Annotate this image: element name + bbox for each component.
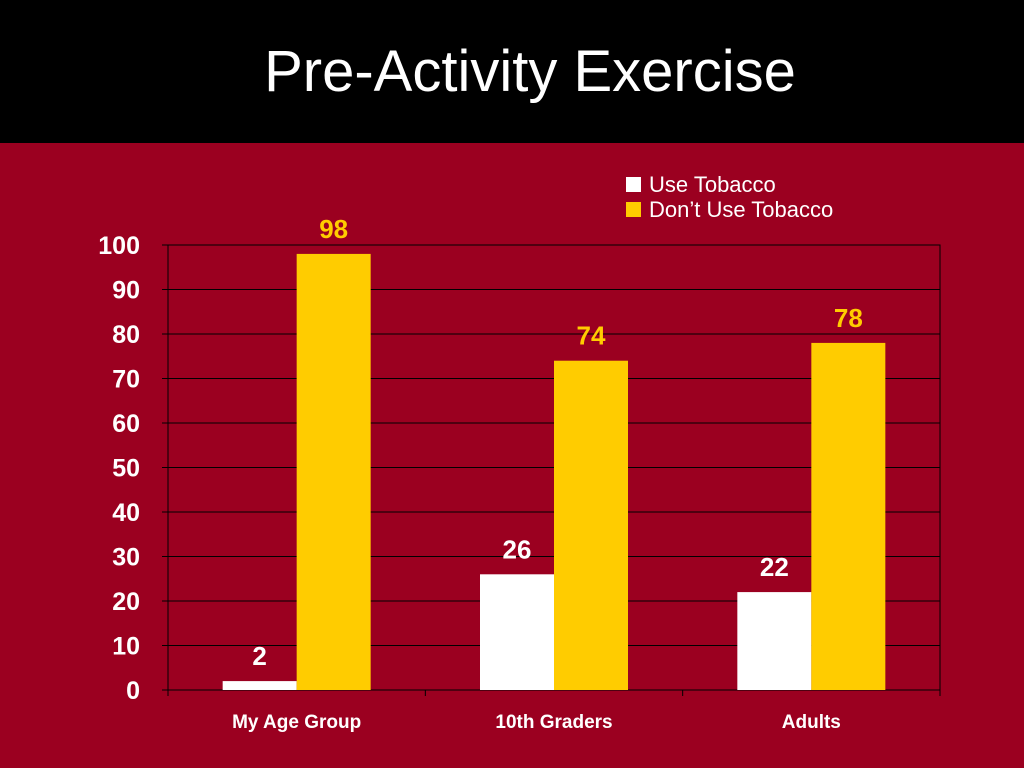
bar-dont-use-tobacco [811,342,886,690]
y-tick-label: 70 [112,366,140,394]
y-tick-label: 10 [112,633,140,661]
y-tick-label: 60 [112,410,140,438]
y-tick-label: 20 [112,588,140,616]
y-tick-label: 100 [98,232,140,260]
y-tick-label: 30 [112,544,140,572]
legend-item-use-tobacco: Use Tobacco [626,172,833,197]
bar-dont-use-tobacco [296,253,371,690]
bar-use-tobacco [480,574,554,690]
bar-dont-use-tobacco [554,360,628,690]
y-tick-label: 50 [112,455,140,483]
y-tick-label: 0 [126,677,140,705]
data-label: 26 [503,534,532,564]
legend-label-use-tobacco: Use Tobacco [649,172,776,197]
data-label: 98 [319,214,348,244]
y-tick-label: 80 [112,321,140,349]
legend-label-dont-use-tobacco: Don’t Use Tobacco [649,197,834,222]
x-tick-label: 10th Graders [495,712,612,733]
x-tick-label: Adults [782,712,841,733]
legend-swatch-use-tobacco [626,177,641,192]
y-tick-label: 40 [112,499,140,527]
y-tick-label: 90 [112,277,140,305]
title-bar [0,0,1024,143]
data-label: 2 [252,641,266,671]
legend: Use Tobacco Don’t Use Tobacco [626,172,833,222]
data-label: 74 [577,321,606,351]
slide-title: Pre-Activity Exercise [264,39,796,104]
bar-use-tobacco [737,592,812,690]
bar-use-tobacco [222,681,297,690]
data-label: 22 [760,552,789,582]
x-tick-label: My Age Group [232,712,361,733]
legend-item-dont-use-tobacco: Don’t Use Tobacco [626,197,833,222]
data-label: 78 [834,303,863,333]
legend-swatch-dont-use-tobacco [626,202,641,217]
